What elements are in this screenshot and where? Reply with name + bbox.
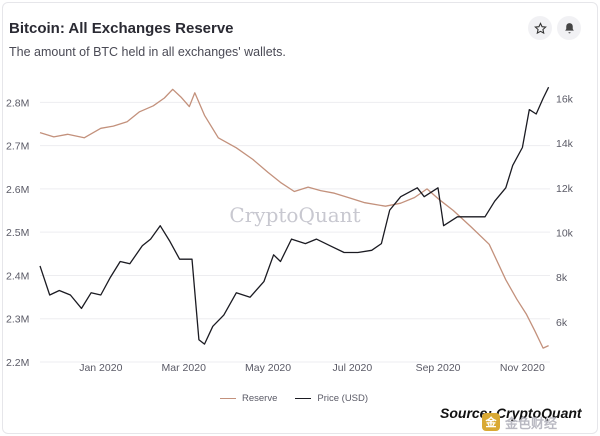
legend-swatch-price bbox=[295, 397, 312, 400]
site-badge-label: 金色财经 bbox=[505, 415, 558, 431]
y-right-tick-label: 14k bbox=[556, 138, 574, 150]
legend-label-reserve: Reserve bbox=[242, 393, 278, 404]
y-right-tick-label: 6k bbox=[556, 317, 568, 329]
y-left-tick-label: 2.4M bbox=[6, 270, 29, 282]
legend-item-reserve[interactable]: Reserve bbox=[220, 393, 277, 404]
x-tick-label: Nov 2020 bbox=[500, 362, 545, 374]
legend-item-price[interactable]: Price (USD) bbox=[295, 393, 368, 404]
y-right-tick-label: 8k bbox=[556, 272, 568, 284]
chart-title: Bitcoin: All Exchanges Reserve bbox=[9, 20, 234, 37]
legend: Reserve Price (USD) bbox=[220, 393, 368, 404]
y-left-tick-label: 2.2M bbox=[6, 357, 29, 369]
x-tick-label: Jul 2020 bbox=[333, 362, 373, 374]
gridlines bbox=[40, 101, 550, 363]
series-line-reserve bbox=[39, 88, 549, 349]
source-credit: Source: CryptoQuant bbox=[440, 405, 582, 421]
legend-label-price: Price (USD) bbox=[317, 393, 369, 404]
y-left-tick-label: 2.5M bbox=[6, 227, 29, 239]
x-tick-label: Jan 2020 bbox=[79, 362, 122, 374]
x-tick-label: May 2020 bbox=[245, 362, 291, 374]
alert-button[interactable] bbox=[557, 16, 581, 40]
legend-swatch-reserve bbox=[220, 397, 236, 400]
y-left-tick-label: 2.6M bbox=[6, 184, 29, 196]
star-icon bbox=[533, 21, 547, 34]
series-lines bbox=[39, 86, 550, 349]
y-axis-left: 2.2M 2.3M 2.4M 2.5M 2.6M 2.7M 2.8M bbox=[6, 97, 29, 369]
y-right-tick-label: 10k bbox=[556, 227, 574, 239]
y-right-tick-label: 16k bbox=[556, 93, 574, 105]
site-logo-icon: 金 bbox=[482, 413, 500, 431]
x-axis: Jan 2020 Mar 2020 May 2020 Jul 2020 Sep 2020… bbox=[79, 362, 545, 374]
series-line-price bbox=[39, 86, 550, 345]
y-left-tick-label: 2.7M bbox=[6, 141, 29, 153]
y-axis-right: 6k 8k 10k 12k 14k 16k bbox=[556, 93, 574, 328]
chart-subtitle: The amount of BTC held in all exchanges'… bbox=[9, 45, 286, 59]
y-right-tick-label: 12k bbox=[556, 183, 574, 195]
watermark: CryptoQuant bbox=[229, 203, 360, 227]
bell-icon bbox=[564, 22, 574, 33]
x-tick-label: Mar 2020 bbox=[162, 362, 207, 374]
y-left-tick-label: 2.8M bbox=[6, 97, 29, 109]
favorite-button[interactable] bbox=[528, 16, 552, 40]
y-left-tick-label: 2.3M bbox=[6, 314, 29, 326]
x-tick-label: Sep 2020 bbox=[416, 362, 461, 374]
site-badge: 金 金色财经 bbox=[482, 410, 594, 434]
